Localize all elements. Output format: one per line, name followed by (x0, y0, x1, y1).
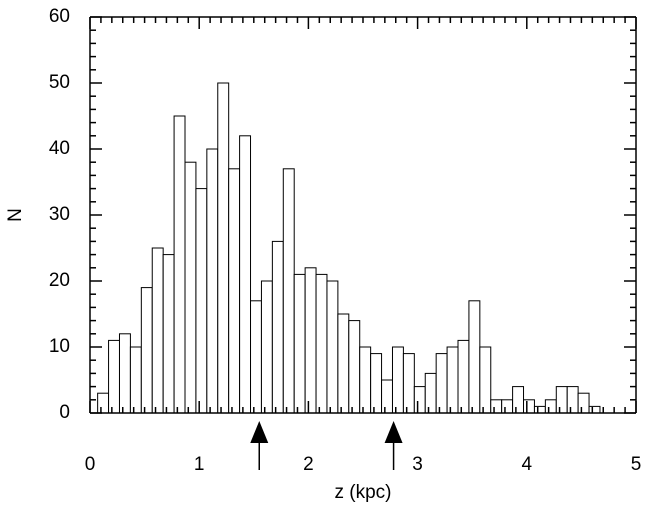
bar (129, 346, 142, 414)
bar (250, 300, 262, 414)
bar (151, 247, 164, 414)
x-axis-label: z (kpc) (335, 482, 392, 503)
x-tick-label: 4 (522, 454, 533, 475)
bar (424, 372, 437, 414)
bar (118, 333, 131, 414)
bar (315, 273, 328, 414)
bar (162, 254, 175, 414)
bar (97, 392, 110, 414)
bar (555, 386, 568, 414)
bar (468, 300, 481, 414)
bar (140, 287, 153, 414)
bar (282, 168, 295, 414)
bar (457, 339, 470, 414)
x-tick-label: 5 (631, 454, 642, 475)
y-tick-label: 20 (49, 270, 70, 291)
bar (479, 346, 492, 414)
bar (533, 405, 546, 414)
bar (260, 280, 273, 414)
bar (195, 188, 208, 414)
bar (217, 82, 230, 414)
x-tick-label: 0 (85, 454, 96, 475)
bar (512, 386, 525, 414)
y-axis-label: N (5, 208, 26, 222)
bar (544, 399, 557, 414)
bar (206, 148, 219, 414)
bar (381, 379, 393, 414)
bar (413, 386, 426, 414)
bar (523, 399, 535, 414)
bar (173, 115, 186, 414)
bar (391, 346, 404, 414)
y-tick-label: 10 (49, 336, 70, 357)
marker-arrow-head (384, 421, 403, 443)
y-tick-label: 50 (49, 72, 70, 93)
bar (402, 353, 415, 414)
bar (577, 392, 590, 414)
y-tick-label: 60 (49, 6, 70, 27)
bar (337, 313, 350, 414)
bar (304, 267, 317, 414)
bar (490, 399, 503, 414)
y-tick-label: 30 (49, 204, 70, 225)
bar (566, 386, 579, 414)
bar (239, 135, 252, 414)
bar (326, 280, 339, 414)
bar (359, 346, 372, 414)
bar (370, 353, 383, 414)
x-tick-label: 2 (303, 454, 314, 475)
bar (108, 339, 120, 414)
bar (348, 320, 361, 414)
y-tick-label: 40 (49, 138, 70, 159)
x-tick-label: 3 (412, 454, 423, 475)
bar (293, 273, 306, 414)
bar (228, 168, 241, 414)
x-tick-label: 1 (194, 454, 205, 475)
bar (184, 161, 197, 414)
marker-arrow-head (250, 421, 269, 443)
bar (501, 399, 514, 414)
bar (271, 240, 284, 414)
bar (446, 346, 459, 414)
bar (435, 353, 448, 414)
bar (588, 405, 601, 414)
y-tick-label: 0 (59, 402, 70, 423)
